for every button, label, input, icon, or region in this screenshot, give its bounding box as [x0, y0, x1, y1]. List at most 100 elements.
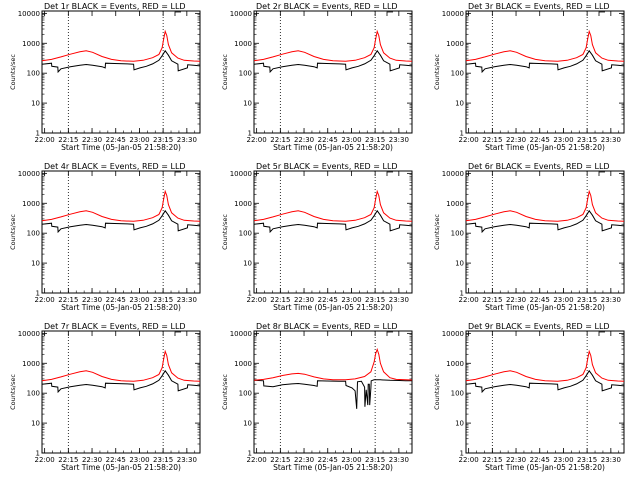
y-tick-label: 10000 [230, 10, 252, 18]
x-axis-title: Start Time (05-Jan-05 21:58:20) [273, 303, 393, 312]
panel-title: Det 4r BLACK = Events, RED = LLD [44, 162, 186, 171]
x-tick-label: 23:15 [153, 456, 173, 464]
panel-title: Det 6r BLACK = Events, RED = LLD [468, 162, 610, 171]
y-tick-label: 10 [243, 260, 252, 268]
plot-panel-7: Det 7r BLACK = Events, RED = LLD 1 10 100 10… [9, 322, 201, 472]
series-line-events [253, 49, 413, 74]
y-tick-label: 10 [31, 260, 40, 268]
plot-panel-3: Det 3r BLACK = Events, RED = LLD 1 10 100 10… [433, 2, 625, 152]
x-axis-title: Start Time (05-Jan-05 21:58:20) [485, 463, 605, 472]
x-axis-title: Start Time (05-Jan-05 21:58:20) [61, 303, 181, 312]
y-tick-label: 100 [451, 70, 464, 78]
y-tick-label: 10 [243, 100, 252, 108]
series-line-lld [253, 189, 413, 222]
x-tick-label: 22:15 [270, 136, 290, 144]
plot-panel-4: Det 4r BLACK = Events, RED = LLD 1 10 100 10… [9, 162, 201, 312]
plot-frame [41, 170, 201, 294]
y-tick-label: 1 [36, 450, 40, 458]
x-axis-title: Start Time (05-Jan-05 21:58:20) [485, 303, 605, 312]
series-line-lld [41, 189, 201, 222]
x-tick-label: 22:00 [35, 296, 55, 304]
x-tick-label: 22:30 [506, 136, 526, 144]
x-axis-title: Start Time (05-Jan-05 21:58:20) [273, 463, 393, 472]
x-tick-label: 23:00 [129, 136, 149, 144]
y-axis-title: Counts/sec [221, 374, 229, 410]
y-tick-label: 10000 [230, 170, 252, 178]
y-tick-label: 100 [239, 70, 252, 78]
panel-title: Det 3r BLACK = Events, RED = LLD [468, 2, 610, 11]
y-tick-label: 1 [36, 290, 40, 298]
y-tick-label: 1 [460, 290, 464, 298]
y-axis-title: Counts/sec [221, 214, 229, 250]
y-tick-label: 1000 [22, 40, 40, 48]
x-tick-label: 22:00 [247, 136, 267, 144]
panel-title: Det 9r BLACK = Events, RED = LLD [468, 322, 610, 331]
x-tick-label: 22:00 [247, 296, 267, 304]
series-line-lld [41, 349, 201, 382]
frame-bracket-mark [174, 11, 181, 16]
y-tick-label: 10 [31, 100, 40, 108]
y-tick-label: 100 [239, 230, 252, 238]
y-tick-label: 10 [455, 420, 464, 428]
x-tick-label: 23:30 [389, 296, 409, 304]
x-tick-label: 23:30 [177, 456, 197, 464]
plot-panel-9: Det 9r BLACK = Events, RED = LLD 1 10 100 10… [433, 322, 625, 472]
x-tick-label: 23:15 [365, 136, 385, 144]
x-tick-label: 22:45 [318, 136, 338, 144]
x-tick-label: 23:15 [153, 136, 173, 144]
series-line-lld [253, 29, 413, 62]
x-tick-label: 23:00 [341, 456, 361, 464]
y-tick-label: 10000 [18, 330, 40, 338]
x-tick-label: 22:15 [270, 456, 290, 464]
x-tick-label: 22:45 [106, 136, 126, 144]
y-tick-label: 1000 [22, 360, 40, 368]
x-tick-label: 23:00 [553, 456, 573, 464]
x-tick-label: 23:00 [553, 136, 573, 144]
y-tick-label: 1000 [22, 200, 40, 208]
x-tick-label: 22:45 [106, 456, 126, 464]
plot-frame [253, 330, 413, 454]
plot-frame [253, 170, 413, 294]
x-tick-label: 23:00 [341, 136, 361, 144]
y-tick-label: 1000 [446, 360, 464, 368]
panel-title: Det 8r BLACK = Events, RED = LLD [256, 322, 398, 331]
frame-bracket-mark [598, 171, 605, 176]
y-tick-label: 100 [239, 390, 252, 398]
frame-bracket-mark [386, 11, 393, 16]
x-tick-label: 22:30 [294, 456, 314, 464]
y-tick-label: 1000 [234, 360, 252, 368]
x-tick-label: 22:15 [58, 456, 78, 464]
x-tick-label: 23:00 [553, 296, 573, 304]
x-tick-label: 22:45 [530, 136, 550, 144]
x-tick-label: 23:00 [341, 296, 361, 304]
series-line-events [253, 209, 413, 234]
x-tick-label: 22:30 [506, 456, 526, 464]
y-tick-label: 100 [27, 70, 40, 78]
x-axis-title: Start Time (05-Jan-05 21:58:20) [61, 143, 181, 152]
panel-title: Det 2r BLACK = Events, RED = LLD [256, 2, 398, 11]
x-tick-label: 22:00 [459, 136, 479, 144]
x-tick-label: 23:30 [601, 136, 621, 144]
x-tick-label: 22:30 [82, 296, 102, 304]
plot-panel-1: Det 1r BLACK = Events, RED = LLD 1 10 100 10… [9, 2, 201, 152]
series-line-events [253, 379, 413, 409]
y-tick-label: 1 [36, 130, 40, 138]
y-tick-label: 10000 [230, 330, 252, 338]
y-axis-title: Counts/sec [433, 374, 441, 410]
x-tick-label: 23:15 [365, 296, 385, 304]
y-tick-label: 100 [27, 230, 40, 238]
x-tick-label: 22:45 [530, 296, 550, 304]
series-line-events [41, 369, 201, 394]
x-tick-label: 22:15 [482, 296, 502, 304]
x-tick-label: 22:45 [106, 296, 126, 304]
x-tick-label: 23:00 [129, 296, 149, 304]
frame-bracket-mark [386, 171, 393, 176]
plot-panel-5: Det 5r BLACK = Events, RED = LLD 1 10 100 10… [221, 162, 413, 312]
y-tick-label: 1 [248, 290, 252, 298]
frame-bracket-mark [174, 171, 181, 176]
frame-bracket-mark [174, 331, 181, 336]
y-tick-label: 10000 [18, 170, 40, 178]
panel-title: Det 7r BLACK = Events, RED = LLD [44, 322, 186, 331]
y-tick-label: 10000 [442, 330, 464, 338]
y-tick-label: 1 [460, 450, 464, 458]
